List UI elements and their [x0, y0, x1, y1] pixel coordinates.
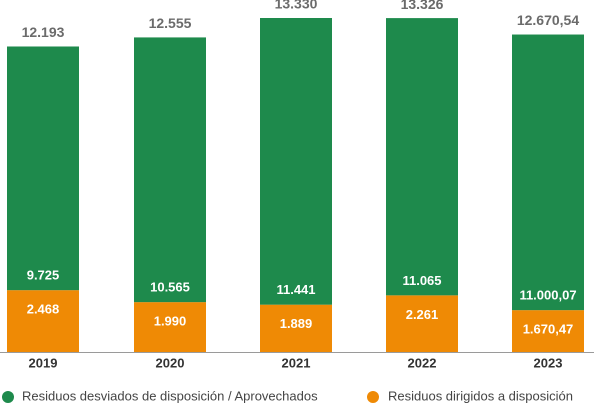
legend-marker	[367, 391, 379, 403]
value-label: 11.000,07	[519, 288, 576, 303]
bar-segment	[7, 46, 79, 291]
x-tick-label: 2021	[282, 355, 311, 370]
bar-segment	[7, 290, 79, 352]
bar-segment	[386, 295, 458, 352]
total-label: 12.193	[22, 24, 65, 40]
value-label: 2.468	[27, 302, 60, 317]
value-label: 10.565	[150, 280, 190, 295]
value-label: 9.725	[27, 268, 60, 283]
bar-segment	[512, 310, 584, 352]
bar-segment	[260, 18, 332, 305]
value-label: 1.990	[154, 314, 187, 329]
bar-segment	[134, 37, 206, 303]
x-tick-label: 2022	[408, 355, 437, 370]
legend-marker	[2, 391, 14, 403]
bar-segment	[386, 18, 458, 296]
bar-segment	[512, 34, 584, 311]
bar-segment	[260, 304, 332, 352]
value-label: 11.441	[276, 282, 315, 297]
legend-label: Residuos desviados de disposición / Apro…	[22, 388, 318, 403]
total-label: 13.330	[275, 0, 318, 12]
x-tick-label: 2023	[534, 355, 563, 370]
x-tick-label: 2020	[156, 355, 185, 370]
x-tick-label: 2019	[29, 355, 58, 370]
value-label: 2.261	[406, 307, 439, 322]
value-label: 1.670,47	[523, 322, 574, 337]
total-label: 12.555	[149, 15, 192, 31]
bar-segment	[134, 302, 206, 352]
value-label: 11.065	[402, 273, 441, 288]
value-label: 1.889	[280, 316, 313, 331]
legend-label: Residuos dirigidos a disposición	[388, 388, 573, 403]
total-label: 12.670,54	[517, 12, 579, 28]
total-label: 13.326	[401, 0, 444, 12]
